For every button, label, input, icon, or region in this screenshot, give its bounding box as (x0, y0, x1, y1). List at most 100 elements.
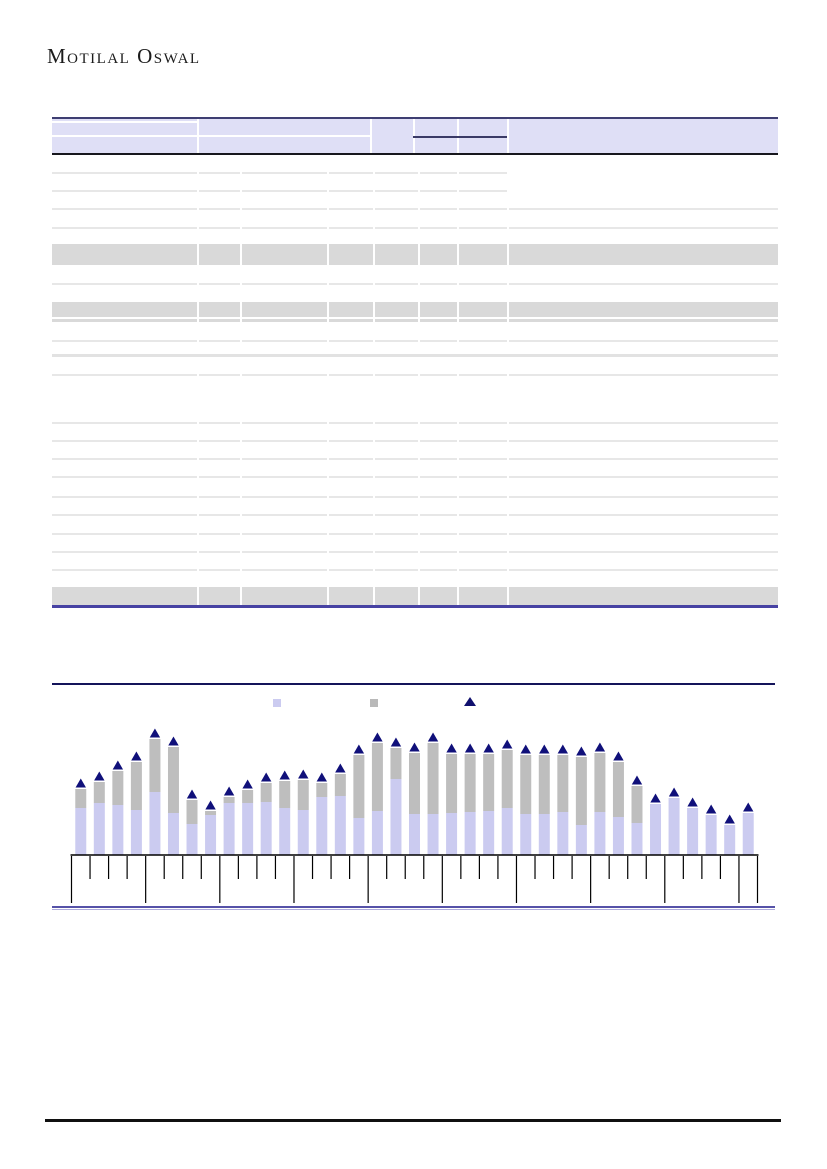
table-column-separator (240, 302, 242, 322)
table-column-gap (418, 569, 420, 571)
table-column-gap (418, 208, 420, 210)
bar-segment-gray (501, 750, 513, 808)
table-column-gap (240, 340, 242, 342)
marker-triangle (594, 742, 606, 752)
table-column-gap (418, 422, 420, 424)
table-column-gap (327, 190, 329, 192)
table-column-separator (327, 587, 329, 605)
table-column-gap (373, 190, 375, 192)
table-header-subline (52, 121, 197, 123)
bar-segment-gray (205, 811, 217, 815)
marker-triangle (483, 743, 494, 753)
table-column-gap (418, 340, 420, 342)
bar-segment-lavender (409, 814, 420, 855)
bar-segment-gray (334, 774, 346, 796)
marker-triangle (298, 769, 309, 779)
table-column-gap (240, 476, 242, 478)
table-column-gap (418, 533, 420, 535)
table-highlight-row (52, 587, 778, 605)
table-column-gap (418, 551, 420, 553)
table-column-gap (327, 283, 329, 285)
bar-segment-lavender (501, 808, 513, 855)
table-column-gap (373, 172, 375, 174)
marker-triangle (631, 775, 643, 785)
bar-segment-lavender (742, 813, 754, 855)
table-column-gap (240, 569, 242, 571)
table-column-gap (197, 551, 199, 553)
table-column-separator (457, 244, 459, 265)
marker-triangle (557, 744, 569, 754)
marker-triangle (427, 732, 439, 742)
bar-segment-gray (575, 757, 587, 825)
table-column-gap (457, 227, 459, 229)
bar-segment-lavender (668, 798, 680, 855)
marker-triangle (372, 732, 383, 742)
marker-triangle (705, 804, 717, 814)
marker-triangle (75, 778, 86, 788)
bar-segment-lavender (130, 810, 142, 855)
table-column-separator (457, 302, 459, 322)
table-column-gap (418, 440, 420, 442)
bar-segment-gray (409, 753, 420, 814)
table-column-gap (373, 340, 375, 342)
table-column-gap (457, 340, 459, 342)
chart-top-rule (52, 683, 775, 685)
table-column-separator (197, 302, 199, 322)
table-column-gap (197, 227, 199, 229)
table-column-gap (240, 227, 242, 229)
table-column-separator (507, 244, 509, 265)
table-column-gap (327, 440, 329, 442)
table-column-gap (418, 190, 420, 192)
table-column-gap (327, 476, 329, 478)
marker-triangle (743, 802, 754, 812)
marker-triangle (94, 771, 105, 781)
table-column-gap (327, 172, 329, 174)
table-column-gap (197, 208, 199, 210)
table-column-gap (457, 458, 459, 460)
table-bottom-border (52, 605, 778, 608)
table-row-line (52, 190, 507, 192)
bar-segment-gray (371, 743, 383, 811)
bar-segment-lavender (538, 814, 550, 855)
bar-segment-lavender (594, 812, 606, 855)
table-column-gap (373, 227, 375, 229)
table-column-gap (240, 172, 242, 174)
table-column-gap (197, 340, 199, 342)
table-row-line (52, 458, 778, 460)
table-column-gap (418, 227, 420, 229)
marker-triangle (668, 787, 680, 797)
table-column-gap (373, 496, 375, 498)
bar-segment-gray (464, 754, 476, 812)
table-row-line (52, 533, 778, 535)
table-column-gap (373, 533, 375, 535)
table-column-gap (507, 208, 509, 210)
bar-segment-gray (93, 782, 105, 803)
table-column-gap (197, 422, 199, 424)
bar-segment-lavender (464, 812, 476, 855)
bar-segment-lavender (167, 813, 179, 855)
table-column-gap (418, 476, 420, 478)
bar-segment-gray (186, 800, 198, 824)
bar-segment-lavender (390, 779, 402, 855)
marker-triangle (390, 737, 402, 747)
marker-triangle (279, 770, 290, 780)
bar-segment-gray (594, 753, 606, 812)
table-column-gap (327, 514, 329, 516)
legend-marker-navy-triangle (464, 697, 476, 706)
marker-triangle (724, 814, 735, 824)
table-column-gap (457, 476, 459, 478)
table-column-gap (240, 551, 242, 553)
bar-segment-lavender (334, 796, 346, 855)
bar-segment-gray (538, 755, 550, 814)
table-column-gap (507, 374, 509, 376)
marker-triangle (613, 751, 624, 761)
table-row-line (52, 496, 778, 498)
table-column-gap (327, 458, 329, 460)
table-row-line (52, 283, 778, 285)
bar-segment-lavender (371, 811, 383, 855)
table-column-gap (507, 227, 509, 229)
bar-segment-lavender (427, 814, 439, 855)
table-column-gap (373, 458, 375, 460)
marker-triangle (260, 772, 272, 782)
